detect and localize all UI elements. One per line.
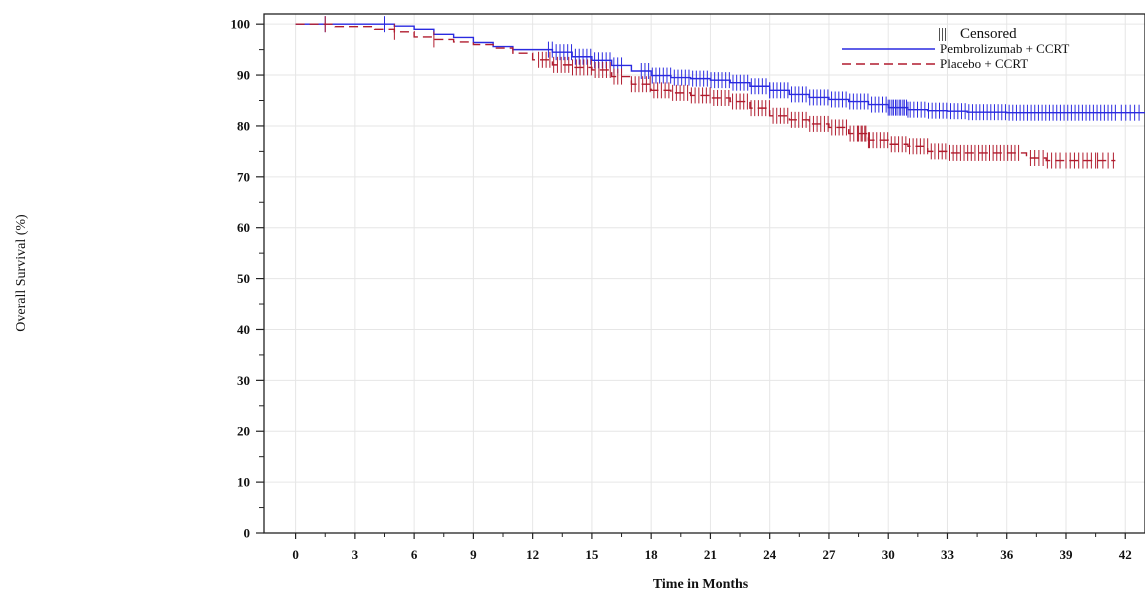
x-tick-label: 24 xyxy=(763,547,777,562)
x-axis-title: Time in Months xyxy=(653,577,749,592)
y-tick-label: 90 xyxy=(237,68,250,83)
gridlines xyxy=(264,14,1145,534)
x-tick-label: 21 xyxy=(704,547,717,562)
y-tick-label: 80 xyxy=(237,118,250,133)
x-tick-label: 15 xyxy=(585,547,599,562)
y-tick-label: 70 xyxy=(237,169,250,184)
series xyxy=(295,16,1145,169)
legend-censored-label: Censored xyxy=(960,26,1017,42)
x-tick-label: 27 xyxy=(822,547,836,562)
x-tick-label: 9 xyxy=(470,547,477,562)
y-tick-label: 100 xyxy=(231,17,251,32)
x-tick-label: 6 xyxy=(411,547,418,562)
x-tick-label: 36 xyxy=(1000,547,1014,562)
y-tick-label: 60 xyxy=(237,220,250,235)
x-tick-label: 30 xyxy=(882,547,895,562)
legend-label-placebo: Placebo + CCRT xyxy=(940,56,1028,71)
x-tick-label: 3 xyxy=(352,547,359,562)
y-tick-label: 0 xyxy=(244,526,251,541)
series-placebo xyxy=(295,16,1116,169)
y-axis-title: Overall Survival (%) xyxy=(14,214,29,332)
survival-curve xyxy=(295,23,1116,162)
y-tick-label: 20 xyxy=(237,424,250,439)
x-tick-label: 39 xyxy=(1059,547,1073,562)
series-pembrolizumab xyxy=(295,16,1145,121)
x-tick-label: 33 xyxy=(941,547,955,562)
y-tick-label: 30 xyxy=(237,373,250,388)
legend-censored-symbol: ||| xyxy=(938,26,947,42)
legend: ||| Censored Pembrolizumab + CCRT Placeb… xyxy=(842,26,1069,71)
x-tick-label: 18 xyxy=(645,547,659,562)
x-tick-label: 12 xyxy=(526,547,539,562)
y-tick-label: 10 xyxy=(237,475,250,490)
y-tick-label: 40 xyxy=(237,322,250,337)
x-tick-label: 0 xyxy=(292,547,299,562)
axes: 0 3 6 9 12 15 18 21 24 27 30 33 36 39 4201020304050607… xyxy=(231,17,1132,562)
y-tick-label: 50 xyxy=(237,271,250,286)
x-tick-label: 42 xyxy=(1119,547,1132,562)
plot-frame xyxy=(263,13,1145,534)
legend-label-pembrolizumab: Pembrolizumab + CCRT xyxy=(940,41,1069,56)
